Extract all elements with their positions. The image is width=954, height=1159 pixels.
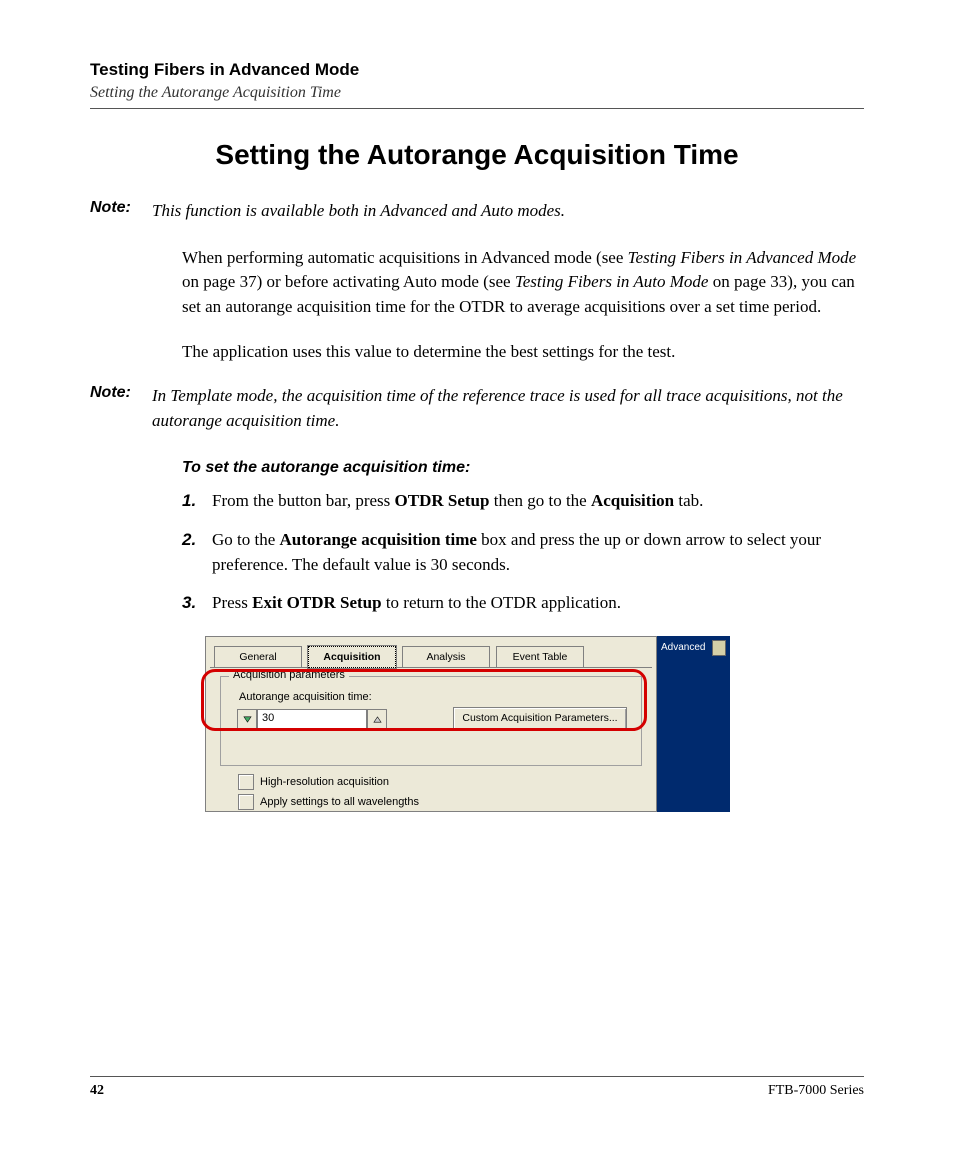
s1-b: OTDR Setup bbox=[395, 491, 490, 510]
s1-c: then go to the bbox=[489, 491, 591, 510]
note-2: Note: In Template mode, the acquisition … bbox=[90, 384, 864, 433]
mode-label: Advanced bbox=[661, 642, 705, 653]
s1-d: Acquisition bbox=[591, 491, 674, 510]
side-panel: Advanced bbox=[657, 636, 730, 812]
tab-general[interactable]: General bbox=[214, 646, 302, 668]
triangle-up-icon bbox=[373, 715, 382, 724]
tab-acquisition[interactable]: Acquisition bbox=[308, 646, 396, 668]
s2-a: Go to the bbox=[212, 530, 280, 549]
highres-label: High-resolution acquisition bbox=[260, 776, 389, 788]
step-3-num: 3. bbox=[182, 591, 212, 616]
page-header: Testing Fibers in Advanced Mode Setting … bbox=[90, 60, 864, 109]
s2-b: Autorange acquisition time bbox=[280, 530, 477, 549]
spinner-down-button[interactable] bbox=[237, 709, 257, 729]
p1-a: When performing automatic acquisitions i… bbox=[182, 248, 628, 267]
s3-c: to return to the OTDR application. bbox=[382, 593, 621, 612]
apply-all-label: Apply settings to all wavelengths bbox=[260, 796, 419, 808]
autorange-label: Autorange acquisition time: bbox=[239, 691, 372, 703]
highres-checkbox[interactable] bbox=[238, 774, 254, 790]
spinner-up-button[interactable] bbox=[367, 709, 387, 729]
paragraph-1: When performing automatic acquisitions i… bbox=[182, 246, 864, 320]
acquisition-parameters-group: Acquisition parameters Autorange acquisi… bbox=[220, 676, 642, 766]
dialog-panel: General Acquisition Analysis Event Table… bbox=[205, 636, 657, 812]
tab-analysis[interactable]: Analysis bbox=[402, 646, 490, 668]
tab-strip: General Acquisition Analysis Event Table bbox=[206, 637, 656, 667]
step-2-num: 2. bbox=[182, 528, 212, 577]
p1-b: Testing Fibers in Advanced Mode bbox=[628, 248, 857, 267]
tab-panel: Acquisition parameters Autorange acquisi… bbox=[210, 667, 652, 806]
series-label: FTB-7000 Series bbox=[768, 1083, 864, 1099]
apply-row: Apply settings to all wavelengths bbox=[238, 794, 419, 810]
custom-acquisition-button[interactable]: Custom Acquisition Parameters... bbox=[453, 707, 627, 731]
s3-b: Exit OTDR Setup bbox=[252, 593, 381, 612]
embedded-screenshot: General Acquisition Analysis Event Table… bbox=[205, 636, 730, 812]
step-1: 1. From the button bar, press OTDR Setup… bbox=[182, 489, 864, 514]
groupbox-title: Acquisition parameters bbox=[229, 669, 349, 681]
note-2-text: In Template mode, the acquisition time o… bbox=[152, 384, 864, 433]
triangle-down-icon bbox=[243, 715, 252, 724]
note-label-2: Note: bbox=[90, 384, 152, 402]
note-1: Note: This function is available both in… bbox=[90, 199, 864, 224]
header-rule bbox=[90, 108, 864, 109]
mode-icon bbox=[712, 640, 726, 656]
step-3: 3. Press Exit OTDR Setup to return to th… bbox=[182, 591, 864, 616]
main-heading: Setting the Autorange Acquisition Time bbox=[90, 139, 864, 171]
chapter-title: Testing Fibers in Advanced Mode bbox=[90, 60, 864, 80]
step-2: 2. Go to the Autorange acquisition time … bbox=[182, 528, 864, 577]
page-footer: 42 FTB-7000 Series bbox=[90, 1076, 864, 1099]
p1-d: Testing Fibers in Auto Mode bbox=[515, 272, 709, 291]
note-1-text: This function is available both in Advan… bbox=[152, 199, 565, 224]
apply-all-checkbox[interactable] bbox=[238, 794, 254, 810]
step-1-num: 1. bbox=[182, 489, 212, 514]
tab-event-table[interactable]: Event Table bbox=[496, 646, 584, 668]
checkbox-group: High-resolution acquisition Apply settin… bbox=[238, 774, 419, 814]
s3-a: Press bbox=[212, 593, 252, 612]
note-label: Note: bbox=[90, 199, 152, 217]
highres-row: High-resolution acquisition bbox=[238, 774, 419, 790]
autorange-value-input[interactable]: 30 bbox=[257, 709, 367, 729]
paragraph-2: The application uses this value to deter… bbox=[182, 340, 864, 365]
p1-c: on page 37) or before activating Auto mo… bbox=[182, 272, 515, 291]
autorange-spinner: 30 bbox=[237, 709, 387, 729]
procedure-subhead: To set the autorange acquisition time: bbox=[182, 459, 864, 477]
p2-text: The application uses this value to deter… bbox=[182, 340, 864, 365]
section-subtitle: Setting the Autorange Acquisition Time bbox=[90, 84, 864, 102]
page-number: 42 bbox=[90, 1083, 104, 1099]
s1-a: From the button bar, press bbox=[212, 491, 395, 510]
s1-e: tab. bbox=[674, 491, 703, 510]
